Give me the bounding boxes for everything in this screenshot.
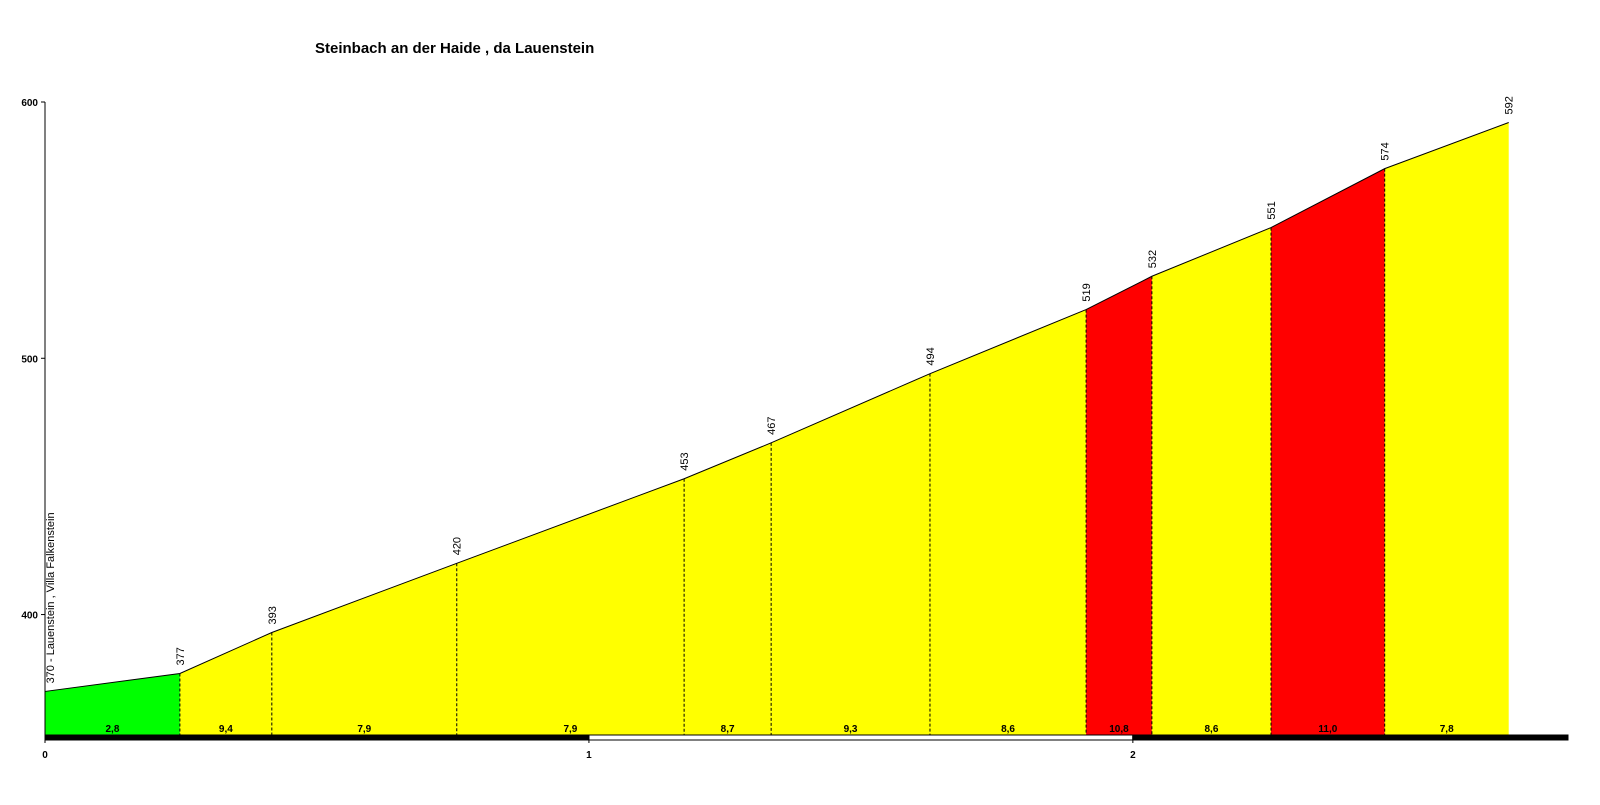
- elevation-label: 494: [925, 347, 937, 365]
- gradient-segment: [456, 478, 685, 735]
- x-tick-label: 2: [1130, 750, 1136, 761]
- gradient-label: 8,7: [721, 724, 735, 735]
- gradient-label: 2,8: [105, 724, 119, 735]
- elevation-label: 393: [267, 606, 279, 624]
- y-tick-label: 500: [21, 354, 38, 365]
- gradient-label: 8,6: [1205, 724, 1219, 735]
- gradient-label: 11,0: [1318, 724, 1337, 735]
- x-axis-bar: [1132, 734, 1569, 741]
- gradient-segment: [1151, 227, 1272, 736]
- chart-title: Steinbach an der Haide , da Lauenstein: [315, 40, 594, 57]
- profile-line: [44, 122, 1509, 692]
- gradient-segment: [1086, 276, 1152, 735]
- gradient-label: 9,3: [844, 724, 858, 735]
- gradient-segment: [684, 442, 772, 735]
- elevation-label: 574: [1380, 142, 1392, 160]
- gradient-label: 7,9: [563, 724, 577, 735]
- gradient-segment: [1271, 168, 1385, 735]
- elevation-label: 592: [1504, 96, 1516, 114]
- gradient-segment: [771, 373, 930, 735]
- gradient-label: 9,4: [219, 724, 233, 735]
- gradient-label: 8,6: [1001, 724, 1015, 735]
- y-tick-label: 400: [21, 611, 38, 622]
- start-label: 370 - Lauenstein , Villa Falkenstein: [45, 512, 57, 683]
- gradient-segment: [271, 563, 457, 735]
- x-tick-label: 1: [586, 750, 592, 761]
- elevation-label: 519: [1081, 283, 1093, 301]
- elevation-label: 551: [1266, 201, 1278, 219]
- gradient-segment: [45, 673, 180, 735]
- gradient-segment: [179, 632, 272, 735]
- y-tick-label: 600: [21, 98, 38, 109]
- gradient-label: 10,8: [1109, 724, 1129, 735]
- x-axis-bar: [44, 734, 590, 741]
- elevation-label: 467: [766, 416, 778, 434]
- x-axis-bar: [588, 734, 1134, 741]
- elevation-label: 532: [1147, 250, 1159, 268]
- elevation-label: 377: [175, 647, 187, 665]
- gradient-label: 7,8: [1440, 724, 1454, 735]
- elevation-label: 453: [679, 452, 691, 470]
- elevation-label: 420: [452, 537, 464, 555]
- x-tick-label: 0: [42, 750, 48, 761]
- gradient-label: 7,9: [357, 724, 371, 735]
- gradient-segment: [1384, 122, 1509, 736]
- gradient-segment: [929, 309, 1087, 735]
